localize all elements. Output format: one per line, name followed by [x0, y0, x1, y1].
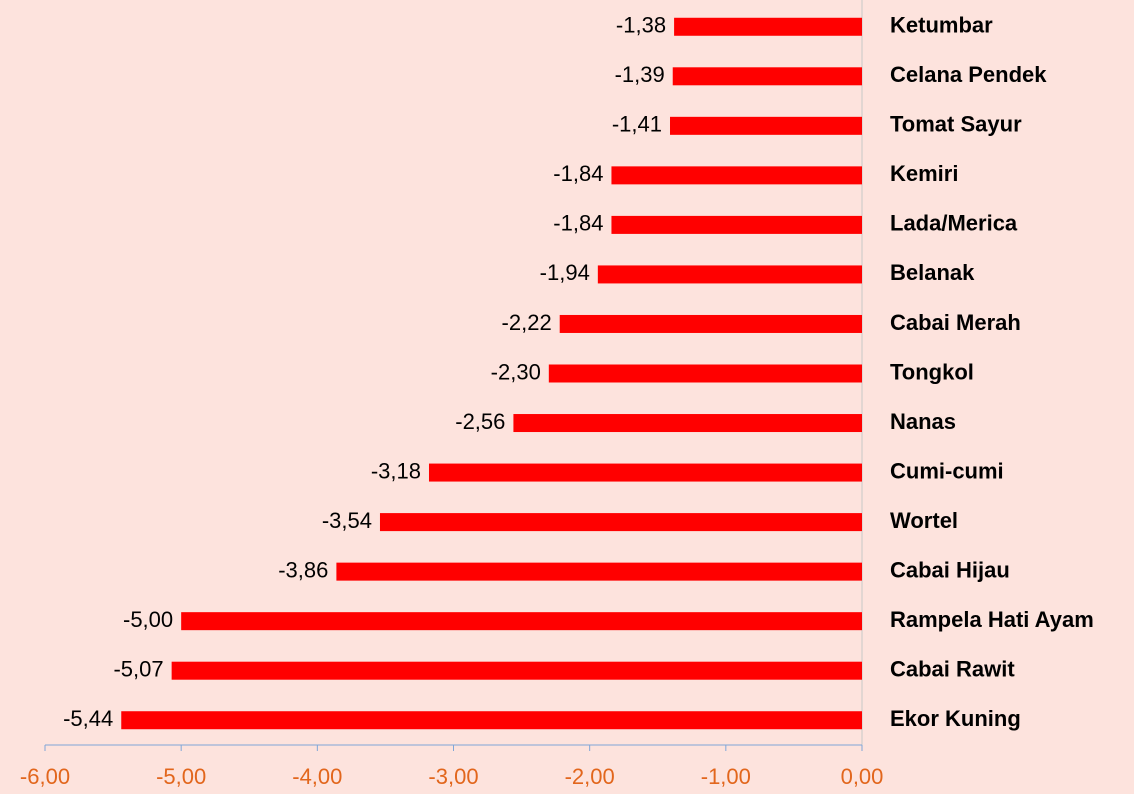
category-label: Celana Pendek	[890, 62, 1047, 87]
value-label: -3,54	[322, 508, 372, 533]
bar	[379, 513, 862, 532]
value-label: -1,38	[616, 13, 666, 38]
category-label: Cabai Hijau	[890, 557, 1010, 582]
bar	[559, 314, 862, 333]
category-label: Belanak	[890, 260, 975, 285]
value-label: -1,84	[553, 211, 603, 236]
category-label: Kemiri	[890, 161, 958, 186]
value-label: -2,22	[502, 310, 552, 335]
bar	[674, 17, 862, 36]
bar	[672, 67, 862, 86]
bar	[171, 661, 862, 680]
category-label: Tongkol	[890, 359, 974, 384]
bar	[670, 116, 862, 135]
value-label: -1,39	[615, 62, 665, 87]
bar	[428, 463, 862, 482]
value-label: -2,56	[455, 409, 505, 434]
x-tick-label: -3,00	[428, 764, 478, 789]
value-label: -3,18	[371, 458, 421, 483]
category-label: Cabai Merah	[890, 310, 1021, 335]
category-label: Tomat Sayur	[890, 112, 1022, 137]
category-label: Ekor Kuning	[890, 706, 1021, 731]
value-label: -2,30	[491, 359, 541, 384]
value-label: -1,84	[553, 161, 603, 186]
category-label: Cumi-cumi	[890, 458, 1004, 483]
bar	[548, 364, 862, 383]
value-label: -1,41	[612, 112, 662, 137]
bar	[611, 215, 862, 234]
x-tick-label: 0,00	[841, 764, 884, 789]
x-tick-label: -1,00	[701, 764, 751, 789]
bar	[121, 711, 862, 730]
value-label: -5,07	[113, 657, 163, 682]
x-tick-label: -4,00	[292, 764, 342, 789]
bar	[597, 265, 862, 284]
category-label: Lada/Merica	[890, 211, 1018, 236]
value-label: -3,86	[278, 557, 328, 582]
x-tick-label: -5,00	[156, 764, 206, 789]
category-label: Rampela Hati Ayam	[890, 607, 1094, 632]
x-tick-label: -2,00	[565, 764, 615, 789]
category-label: Ketumbar	[890, 13, 993, 38]
category-label: Nanas	[890, 409, 956, 434]
category-label: Wortel	[890, 508, 958, 533]
value-label: -1,94	[540, 260, 590, 285]
category-label: Cabai Rawit	[890, 657, 1015, 682]
x-tick-label: -6,00	[20, 764, 70, 789]
bar	[513, 414, 862, 433]
bar	[336, 562, 862, 581]
bar	[181, 612, 862, 631]
value-label: -5,44	[63, 706, 113, 731]
bar	[611, 166, 862, 185]
value-label: -5,00	[123, 607, 173, 632]
